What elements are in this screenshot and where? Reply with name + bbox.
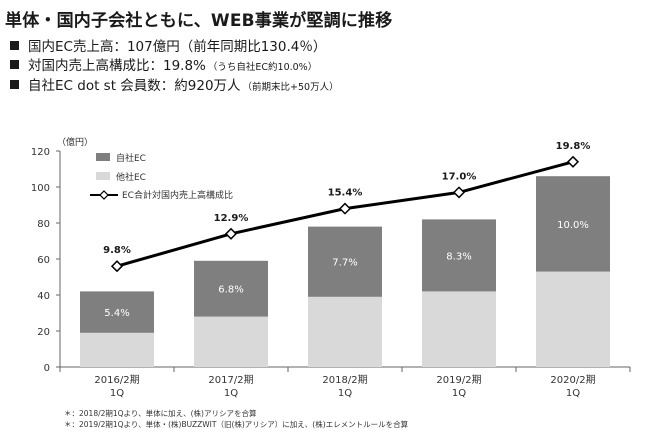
bullet-note: （うち自社EC約10.0%）: [207, 62, 318, 73]
y-tick-label: 0: [44, 363, 50, 374]
bar-own-ec: [308, 226, 382, 297]
y-tick-label: 120: [31, 147, 50, 158]
summary-bullets: 国内EC売上高：107億円（前年同期比130.4％） 対国内売上高構成比：19.…: [10, 38, 339, 97]
page-title: 単体・国内子会社ともに、WEB事業が堅調に推移: [5, 11, 393, 31]
legend-label-other-ec: 他社EC: [116, 171, 146, 183]
x-tick-label: 1Q: [566, 388, 580, 399]
ratio-line-label: 9.8%: [103, 245, 131, 256]
bar-other-ec: [308, 296, 382, 367]
x-tick-label: 2018/2期: [322, 374, 367, 386]
bar-own-ec-label: 5.4%: [104, 308, 129, 319]
x-tick-label: 2016/2期: [94, 374, 139, 386]
bullet-members: 自社EC dot st 会員数：約920万人 （前期末比+50万人）: [10, 77, 339, 97]
ratio-line-marker: [110, 260, 124, 273]
ratio-line-label: 12.9%: [214, 213, 249, 224]
footnotes: ＊：2018/2期1Qより、単体に加え、(株)アリシアを合算 ＊：2019/2期…: [64, 408, 408, 430]
square-bullet-icon: [10, 60, 19, 69]
bar-other-ec: [536, 271, 610, 367]
x-tick-label: 2020/2期: [550, 374, 595, 386]
bar-own-ec: [80, 291, 154, 333]
bullet-text: 対国内売上高構成比：19.8%: [28, 58, 206, 74]
footnote: ＊：2018/2期1Qより、単体に加え、(株)アリシアを合算: [64, 409, 257, 418]
bar-other-ec: [80, 332, 154, 367]
legend-label-own-ec: 自社EC: [116, 152, 146, 164]
bar-other-ec: [422, 291, 496, 367]
y-tick-label: 60: [37, 255, 50, 266]
square-bullet-icon: [10, 80, 19, 89]
y-tick-label: 100: [31, 183, 50, 194]
ratio-line-label: 17.0%: [442, 171, 477, 182]
legend-label-ratio: EC合計対国内売上高構成比: [122, 189, 233, 201]
bar-own-ec-label: 7.7%: [332, 258, 357, 269]
bullet-text: 自社EC dot st 会員数：約920万人: [28, 78, 241, 94]
x-tick-label: 2017/2期: [208, 374, 253, 386]
x-tick-label: 1Q: [452, 388, 466, 399]
x-tick-label: 1Q: [338, 388, 352, 399]
square-bullet-icon: [10, 41, 19, 50]
bar-own-ec: [536, 176, 610, 272]
ratio-line-marker: [338, 202, 352, 215]
y-tick-label: 20: [37, 327, 50, 338]
x-tick-label: 1Q: [224, 388, 238, 399]
bullet-composition-ratio: 対国内売上高構成比：19.8% （うち自社EC約10.0%）: [10, 57, 339, 77]
bar-other-ec: [194, 316, 268, 367]
legend-swatch-other-ec: [96, 172, 110, 180]
bar-own-ec-label: 10.0%: [557, 220, 589, 231]
ratio-line-label: 19.8%: [556, 141, 591, 152]
ratio-line-label: 15.4%: [328, 188, 363, 199]
y-tick-label: 80: [37, 219, 50, 230]
bar-own-ec-label: 8.3%: [446, 251, 471, 262]
bullet-note: （前期末比+50万人）: [242, 82, 339, 93]
bullet-ec-sales: 国内EC売上高：107億円（前年同期比130.4％）: [10, 38, 339, 57]
bar-own-ec: [422, 219, 496, 292]
ratio-line-marker: [452, 186, 466, 199]
y-axis-unit-label: （億円）: [57, 136, 93, 148]
ratio-line-marker: [224, 227, 238, 240]
bullet-text: 国内EC売上高：107億円（前年同期比130.4％）: [28, 39, 327, 55]
legend-marker-ratio: [99, 190, 109, 200]
x-tick-label: 1Q: [110, 388, 124, 399]
y-tick-label: 40: [37, 291, 50, 302]
x-tick-label: 2019/2期: [436, 374, 481, 386]
bar-own-ec: [194, 260, 268, 317]
footnote: ＊：2019/2期1Qより、単体・(株)BUZZWIT（旧(株)アリシア）に加え…: [64, 420, 409, 429]
ratio-line-marker: [566, 155, 580, 168]
legend-swatch-own-ec: [96, 153, 110, 161]
bar-own-ec-label: 6.8%: [218, 285, 243, 296]
